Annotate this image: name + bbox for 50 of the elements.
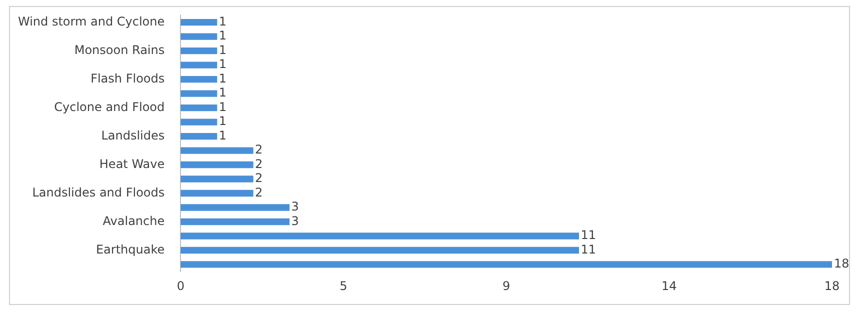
- bar: [180, 261, 832, 268]
- data-label: 3: [291, 214, 299, 228]
- data-label: 1: [218, 42, 226, 57]
- y-tick-label: Landslides and Floods: [32, 185, 165, 200]
- x-tick-label: 18: [824, 278, 840, 293]
- bar: [180, 147, 254, 154]
- x-tick-label: 0: [176, 278, 184, 293]
- data-label: 3: [291, 200, 299, 214]
- y-tick-label: Heat Wave: [99, 156, 165, 171]
- bar: [180, 33, 218, 40]
- bar: [180, 246, 580, 254]
- bar: [180, 204, 290, 211]
- y-tick-label: Flash Floods: [90, 71, 165, 86]
- bar: [180, 18, 218, 26]
- bar: [180, 104, 218, 112]
- y-tick-label: Cyclone and Flood: [54, 100, 165, 114]
- x-tick-label: 5: [340, 278, 348, 293]
- data-label: 1: [218, 86, 226, 100]
- data-label: 11: [580, 228, 596, 242]
- data-label: 2: [255, 185, 263, 200]
- bar: [180, 76, 218, 83]
- data-label: 1: [218, 128, 226, 142]
- data-label: 18: [834, 256, 850, 271]
- bar: [180, 232, 580, 240]
- data-label: 2: [255, 171, 263, 186]
- bar: [180, 132, 218, 140]
- data-label: 1: [218, 57, 226, 72]
- y-tick-label: Monsoon Rains: [74, 42, 165, 57]
- data-label: 2: [255, 142, 263, 157]
- data-label: 1: [218, 28, 226, 43]
- bar: [180, 90, 218, 97]
- data-label: 1: [218, 71, 226, 86]
- bar: [180, 62, 218, 68]
- y-tick-label: Earthquake: [96, 242, 165, 256]
- x-tick-label: 9: [502, 278, 510, 293]
- bar: [180, 47, 218, 54]
- data-label: 11: [580, 242, 596, 256]
- y-tick-label: Landslides: [101, 128, 165, 142]
- bar: [180, 118, 218, 126]
- data-label: 1: [218, 114, 226, 128]
- y-tick-label: Avalanche: [102, 214, 165, 228]
- data-label: 1: [218, 100, 226, 114]
- bar: [180, 190, 254, 197]
- bar: [180, 176, 254, 182]
- bar: [180, 218, 290, 226]
- data-label: 2: [255, 156, 263, 171]
- x-tick-label: 14: [662, 278, 677, 293]
- bar: [180, 161, 254, 168]
- data-label: 1: [218, 14, 226, 28]
- y-tick-label: Wind storm and Cyclone: [18, 14, 165, 28]
